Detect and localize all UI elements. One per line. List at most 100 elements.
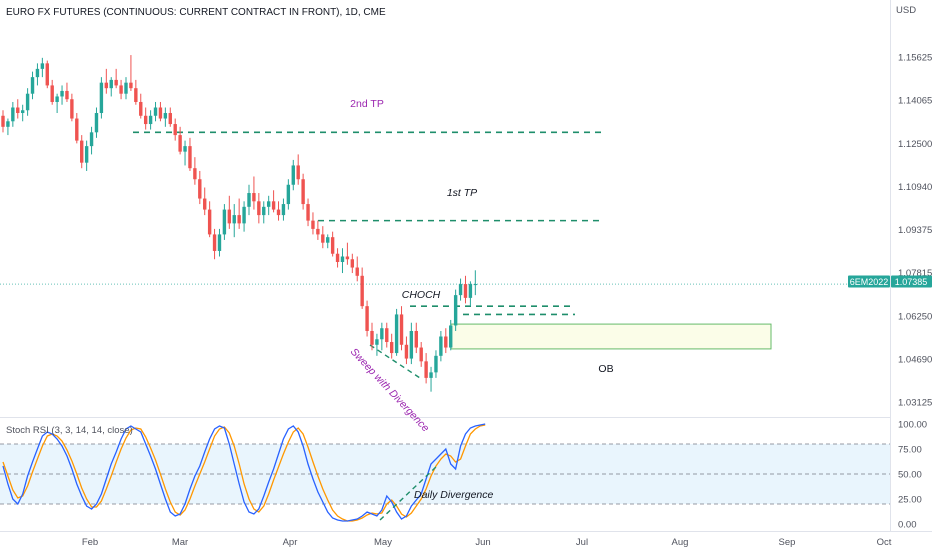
candle-body	[414, 330, 418, 348]
stoch-rsi-pane	[0, 423, 890, 522]
candle-body	[468, 284, 473, 298]
candle-body	[242, 206, 246, 224]
candle-body	[75, 118, 79, 141]
candle-body	[444, 336, 448, 348]
candle-body	[389, 342, 394, 354]
candle-body	[193, 168, 197, 180]
price-tick-label: 1.15625	[898, 53, 932, 64]
candle-body	[316, 228, 320, 235]
candle-body	[429, 372, 433, 378]
candle-body	[326, 237, 330, 243]
levels	[133, 131, 602, 379]
candle-body	[55, 96, 59, 102]
candle-body	[16, 107, 20, 114]
candle-body	[124, 82, 128, 94]
stoch-rsi-title: Stoch RSI (3, 3, 14, 14, close)	[6, 425, 133, 436]
candle-body	[207, 209, 212, 235]
candle-body	[45, 63, 49, 86]
candle-body	[114, 79, 118, 86]
stoch-d-line	[2, 424, 486, 522]
candle-body	[439, 336, 443, 356]
stoch-tick-label: 100.00	[898, 420, 927, 431]
candle-body	[247, 193, 251, 207]
candle-body	[178, 135, 182, 152]
last-price-tag-text: 1.07385	[895, 277, 928, 287]
price-tick-label: 1.10940	[898, 182, 932, 193]
candle-body	[458, 284, 463, 296]
candle-body	[271, 201, 276, 210]
candle-body	[345, 256, 350, 260]
candle-body	[203, 198, 207, 210]
price-tick-label: 1.09375	[898, 225, 932, 236]
candle-body	[109, 79, 113, 89]
time-tick-label: Oct	[877, 537, 892, 548]
candle-body	[311, 220, 315, 229]
currency-label: USD	[896, 5, 916, 16]
candle-body	[173, 124, 177, 136]
candle-body	[129, 82, 133, 89]
time-tick-label: May	[374, 537, 392, 548]
candle-body	[449, 325, 453, 348]
stoch-k-line	[2, 423, 486, 522]
symbol-tag	[848, 275, 890, 288]
candle-body	[168, 113, 172, 125]
candle-body	[70, 99, 74, 119]
candle-body	[375, 339, 379, 345]
candle-body	[11, 107, 15, 122]
stoch-tick-label: 0.00	[898, 520, 917, 531]
candle-body	[237, 215, 241, 224]
candle-body	[40, 63, 45, 69]
ob-label: OB	[598, 363, 613, 375]
candle-body	[198, 179, 202, 199]
candle-body	[104, 82, 109, 89]
last-price-tag	[891, 275, 932, 288]
sweep-divergence-label: Sweep with Divergence	[348, 346, 432, 435]
candle-body	[232, 215, 236, 224]
candle-body	[139, 101, 143, 116]
price-tick-label: 1.07815	[898, 268, 932, 279]
candle-body	[20, 110, 25, 114]
price-tick-label: 1.06250	[898, 311, 932, 322]
daily-divergence-label: Daily Divergence	[414, 489, 494, 501]
candle-body	[183, 146, 187, 152]
candle-body	[281, 204, 286, 216]
candle-body	[340, 256, 345, 263]
time-tick-label: Aug	[672, 537, 689, 548]
candle-body	[1, 115, 5, 127]
candle-body	[65, 90, 69, 100]
second-tp-label: 2nd TP	[350, 98, 384, 110]
candle-body	[335, 253, 340, 263]
candle-body	[434, 355, 438, 373]
candle-body	[306, 204, 310, 221]
candles	[1, 55, 478, 392]
time-tick-label: Mar	[172, 537, 188, 548]
candle-body	[330, 237, 335, 254]
candle-body	[365, 306, 369, 331]
order-block-zone	[450, 323, 772, 350]
candle-body	[473, 284, 478, 286]
candle-body	[158, 107, 163, 119]
candle-body	[419, 347, 423, 362]
candle-body	[296, 165, 300, 180]
price-tick-label: 1.12500	[898, 139, 932, 150]
time-tick-label: Jun	[475, 537, 490, 548]
candle-body	[276, 209, 281, 216]
candle-body	[222, 209, 227, 235]
candle-body	[94, 113, 99, 133]
candle-body	[370, 330, 374, 345]
candle-body	[99, 82, 104, 114]
candle-body	[424, 361, 428, 378]
candle-body	[217, 234, 222, 251]
candle-body	[84, 146, 89, 163]
stoch-tick-label: 75.00	[898, 445, 922, 456]
candle-body	[227, 209, 232, 224]
candle-body	[188, 146, 192, 169]
time-tick-label: Feb	[82, 537, 98, 548]
candle-body	[60, 90, 64, 97]
stoch-tick-label: 25.00	[898, 495, 922, 506]
candle-body	[134, 88, 138, 102]
axes: 1.15625 1.14065 1.12500 1.10940 1.09375 1.078…	[82, 53, 932, 548]
candle-body	[252, 193, 256, 202]
candle-body	[262, 206, 266, 216]
candle-body	[385, 328, 389, 343]
